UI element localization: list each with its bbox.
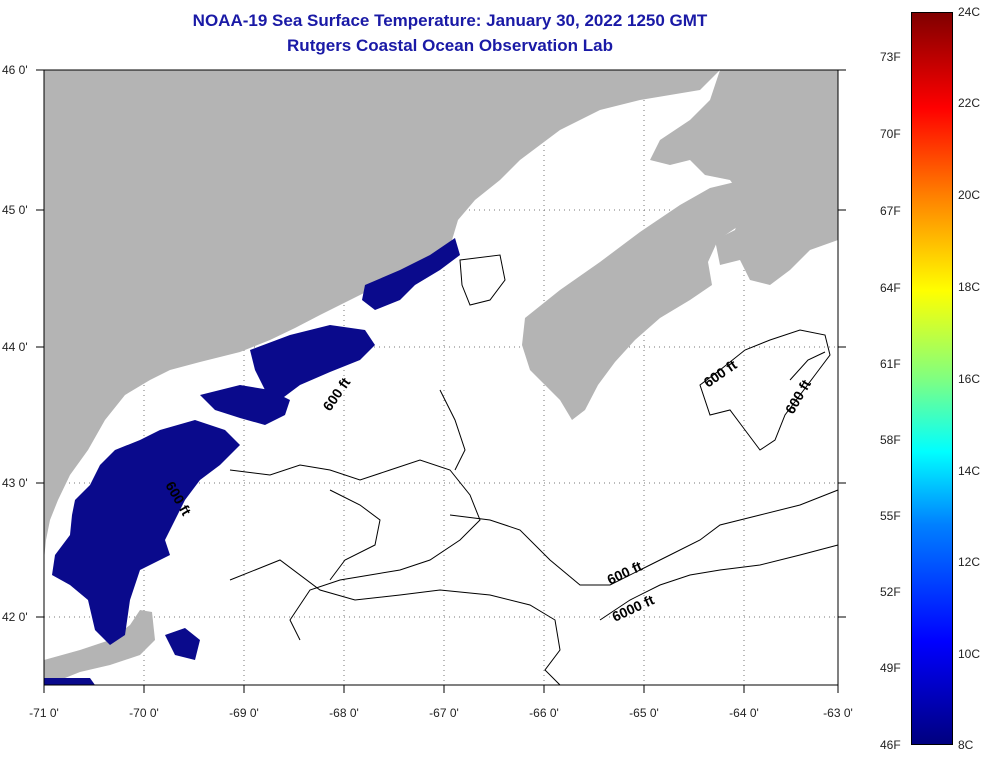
lat-label: 45 0' xyxy=(2,203,28,217)
map-title: NOAA-19 Sea Surface Temperature: January… xyxy=(192,11,708,30)
lon-label: -71 0' xyxy=(29,706,59,720)
lat-label: 46 0' xyxy=(2,63,28,77)
colorbar-fahrenheit-label: 73F xyxy=(880,50,901,64)
lat-label: 42 0' xyxy=(2,610,28,624)
colorbar-fahrenheit-label: 46F xyxy=(880,738,901,752)
land-cape-cod xyxy=(44,610,155,685)
colorbar-celsius-label: 20C xyxy=(958,188,981,202)
lon-label: -67 0' xyxy=(429,706,459,720)
lat-label: 44 0' xyxy=(2,340,28,354)
lon-label: -64 0' xyxy=(729,706,759,720)
colorbar-celsius-label: 24C xyxy=(958,5,981,19)
colorbar xyxy=(911,12,953,745)
lon-label: -63 0' xyxy=(823,706,853,720)
cold-water xyxy=(44,238,460,685)
lon-label: -69 0' xyxy=(229,706,259,720)
lon-label: -66 0' xyxy=(529,706,559,720)
lon-label: -65 0' xyxy=(629,706,659,720)
depth-contours xyxy=(229,254,839,686)
colorbar-fahrenheit-label: 61F xyxy=(880,357,901,371)
colorbar-celsius-label: 12C xyxy=(958,555,981,569)
land-canada-ne xyxy=(650,70,838,285)
colorbar-fahrenheit-label: 58F xyxy=(880,433,901,447)
colorbar-celsius-label: 14C xyxy=(958,464,981,478)
land-nova-scotia xyxy=(522,182,748,420)
colorbar-celsius-label: 8C xyxy=(958,738,974,752)
colorbar-fahrenheit-label: 70F xyxy=(880,127,901,141)
colorbar-fahrenheit-label: 55F xyxy=(880,509,901,523)
map-frame xyxy=(43,69,839,686)
colorbar-fahrenheit-label: 67F xyxy=(880,204,901,218)
land-new-england xyxy=(44,70,720,560)
lat-label: 43 0' xyxy=(2,476,28,490)
colorbar-celsius-label: 18C xyxy=(958,280,981,294)
lon-label: -68 0' xyxy=(329,706,359,720)
axis-ticks xyxy=(36,69,846,693)
sst-map: 600 ft 600 ft 600 ft 600 ft 600 ft 6000 … xyxy=(2,63,853,720)
lon-label: -70 0' xyxy=(129,706,159,720)
map-subtitle: Rutgers Coastal Ocean Observation Lab xyxy=(287,36,613,55)
colorbar-celsius-label: 16C xyxy=(958,372,981,386)
colorbar-fahrenheit-label: 49F xyxy=(880,661,901,675)
colorbar-celsius-label: 10C xyxy=(958,647,981,661)
colorbar-fahrenheit-label: 64F xyxy=(880,281,901,295)
colorbar-fahrenheit-label: 52F xyxy=(880,585,901,599)
colorbar-celsius-label: 22C xyxy=(958,96,981,110)
